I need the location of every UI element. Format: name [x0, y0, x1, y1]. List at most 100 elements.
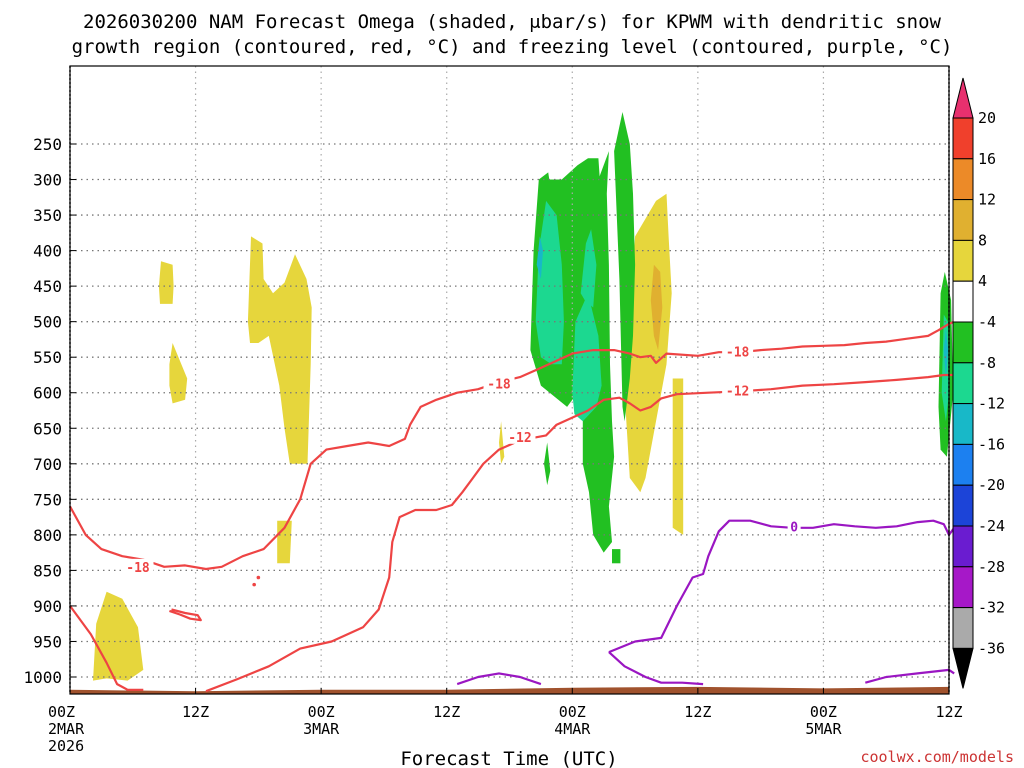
y-tick-label: 300 — [33, 171, 62, 190]
colorbar-bottom-triangle — [952, 647, 974, 689]
colorbar-swatch — [952, 117, 974, 160]
y-tick-label: 900 — [33, 597, 62, 616]
colorbar-swatch — [952, 199, 974, 241]
omega-shaded-region — [535, 200, 564, 365]
contour-label-bg — [722, 343, 754, 359]
colorbar-swatch — [952, 443, 974, 486]
x-tick-label: 00Z — [810, 703, 837, 721]
contour-label: -18 — [126, 561, 150, 576]
colorbar-swatch — [952, 566, 974, 609]
omega-shaded-region — [158, 261, 174, 304]
y-tick-label: 950 — [33, 632, 62, 651]
x-tick-label: 12Z — [433, 703, 460, 721]
omega-shaded-region — [572, 293, 602, 422]
colorbar-swatch — [952, 362, 974, 405]
contour-dot — [256, 575, 261, 580]
x-tick-label: 12Z — [935, 703, 962, 721]
colorbar-label: 8 — [978, 231, 987, 249]
colorbar-swatch — [952, 158, 974, 201]
contour-label: -18 — [726, 346, 750, 361]
y-tick-label: 400 — [33, 242, 62, 261]
y-tick-label: 800 — [33, 526, 62, 545]
terrain-band — [70, 686, 949, 694]
colorbar-swatch — [952, 403, 974, 445]
colorbar-swatch — [952, 484, 974, 527]
contour-label: -12 — [508, 431, 531, 446]
omega-shaded-region — [614, 112, 636, 422]
colorbar-label: 4 — [978, 272, 987, 290]
x-tick-label: 12Z — [684, 703, 711, 721]
y-tick-label: 700 — [33, 455, 62, 474]
x-tick-label: 2026 — [48, 737, 84, 755]
colorbar-label: -8 — [978, 354, 996, 372]
omega-shaded-region — [672, 378, 684, 535]
colorbar-top-triangle — [952, 77, 974, 119]
omega-shaded-region — [624, 193, 672, 493]
contour-label-bg — [122, 558, 154, 574]
y-tick-label: 250 — [33, 135, 62, 154]
omega-shaded-region — [943, 328, 948, 379]
x-tick-label: 00Z — [48, 703, 75, 721]
colorbar-label: -36 — [978, 639, 1005, 657]
contour-label-bg — [483, 375, 515, 391]
colorbar-swatch — [952, 525, 974, 568]
colorbar-label: -20 — [978, 476, 1005, 494]
freezing-level-contour — [608, 651, 704, 686]
contour-label-bg — [722, 382, 754, 398]
x-tick-label: 3MAR — [303, 720, 340, 738]
contour-dot — [252, 582, 256, 587]
omega-shaded-region — [536, 236, 543, 279]
omega-shaded-region — [580, 229, 597, 308]
title-line-1: 2026030200 NAM Forecast Omega (shaded, μ… — [83, 11, 941, 33]
colorbar-swatch — [952, 239, 974, 282]
dendritic-temp-contour — [205, 373, 955, 693]
x-tick-label: 12Z — [182, 703, 209, 721]
dendritic-temp-contour — [69, 320, 955, 571]
y-tick-label: 650 — [33, 419, 62, 438]
credit-text: coolwx.com/models — [860, 748, 1014, 766]
colorbar-label: -12 — [978, 395, 1005, 413]
title-line-2: growth region (contoured, red, °C) and f… — [72, 36, 953, 58]
x-tick-label: 5MAR — [805, 720, 842, 738]
y-tick-label: 600 — [33, 384, 62, 403]
contour-label: 0 — [790, 520, 798, 535]
x-tick-label: 2MAR — [48, 720, 85, 738]
y-tick-label: 1000 — [23, 668, 62, 687]
omega-shaded-region — [544, 442, 551, 486]
dendritic-temp-contour — [69, 605, 144, 691]
x-tick-label: 00Z — [559, 703, 586, 721]
x-axis-label: Forecast Time (UTC) — [400, 748, 617, 768]
contour-label-bg — [504, 428, 536, 444]
freezing-level-contour — [456, 672, 542, 686]
colorbar: 20 16 12 8 4 -4 -8 -12 -16 -20 -24 -28 -32 -36 — [952, 77, 1005, 689]
contour-label: -18 — [487, 377, 511, 392]
colorbar-swatch — [952, 607, 974, 649]
contour-label: -12 — [726, 385, 749, 400]
colorbar-label: -4 — [978, 313, 996, 331]
y-tick-label: 500 — [33, 313, 62, 332]
omega-shaded-region — [612, 549, 621, 564]
plot-area: -18 -18 -12 -18 -12 0 250 300 350 400 450 500 550 600… — [23, 65, 963, 755]
colorbar-swatch — [952, 321, 974, 364]
colorbar-label: -16 — [978, 435, 1005, 453]
freezing-level-contour — [608, 519, 956, 654]
y-tick-label: 550 — [33, 348, 62, 367]
x-tick-label: 00Z — [308, 703, 335, 721]
colorbar-label: -32 — [978, 599, 1005, 617]
omega-shaded-region — [169, 343, 188, 404]
dendritic-temp-contour — [169, 608, 202, 622]
colorbar-label: -24 — [978, 517, 1005, 535]
omega-shaded-region — [499, 421, 505, 464]
contour-label-bg — [787, 518, 801, 534]
colorbar-swatch — [952, 280, 974, 323]
colorbar-label: -28 — [978, 558, 1005, 576]
colorbar-label: 16 — [978, 150, 996, 168]
y-tick-label: 450 — [33, 277, 62, 296]
x-tick-label: 4MAR — [554, 720, 591, 738]
y-tick-label: 350 — [33, 206, 62, 225]
colorbar-label: 12 — [978, 191, 996, 209]
y-tick-label: 850 — [33, 561, 62, 580]
omega-shaded-region — [247, 236, 312, 464]
y-tick-label: 750 — [33, 490, 62, 509]
